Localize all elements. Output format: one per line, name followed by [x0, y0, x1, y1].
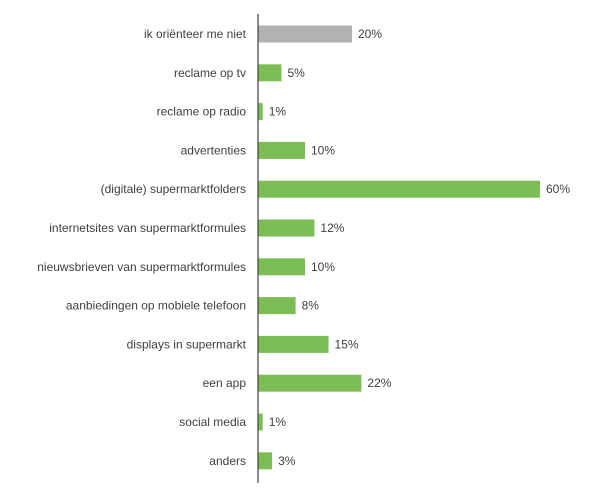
- bar: [258, 64, 282, 82]
- category-labels: ik oriënteer me niet reclame op tv reclame…: [37, 27, 246, 468]
- bar: [258, 219, 315, 237]
- value-label: 22%: [367, 376, 391, 390]
- bar: [258, 141, 305, 159]
- bar: [258, 452, 273, 470]
- value-label: 1%: [269, 415, 287, 429]
- value-label: 60%: [546, 182, 570, 196]
- value-label: 10%: [311, 260, 335, 274]
- value-label: 10%: [311, 143, 335, 157]
- bar: [258, 413, 263, 431]
- value-label: 5%: [288, 66, 306, 80]
- value-label: 8%: [302, 299, 320, 313]
- category-label: reclame op tv: [174, 66, 246, 80]
- category-label: reclame op radio: [157, 105, 247, 119]
- category-label: een app: [203, 376, 247, 390]
- bar: [258, 374, 362, 392]
- bar: [258, 258, 305, 276]
- category-label: advertenties: [181, 143, 246, 157]
- category-label: (digitale) supermarktfolders: [101, 182, 246, 196]
- bar: [258, 25, 352, 43]
- value-label: 12%: [320, 221, 344, 235]
- value-label: 1%: [269, 105, 287, 119]
- value-label: 3%: [278, 454, 296, 468]
- value-labels: 20% 5% 1% 10% 60% 12% 10% 8% 15% 22% 1% 3%: [269, 27, 571, 468]
- category-label: internetsites van supermarktformules: [49, 221, 246, 235]
- bar: [258, 180, 540, 198]
- bar: [258, 297, 296, 315]
- bar: [258, 103, 263, 121]
- category-label: displays in supermarkt: [127, 337, 247, 351]
- category-label: ik oriënteer me niet: [144, 27, 247, 41]
- category-label: aanbiedingen op mobiele telefoon: [66, 299, 246, 313]
- category-label: social media: [179, 415, 246, 429]
- bars-group: [258, 25, 540, 470]
- category-label: nieuwsbrieven van supermarktformules: [37, 260, 246, 274]
- value-label: 15%: [335, 337, 359, 351]
- bar: [258, 335, 329, 353]
- value-label: 20%: [358, 27, 382, 41]
- category-label: anders: [209, 454, 246, 468]
